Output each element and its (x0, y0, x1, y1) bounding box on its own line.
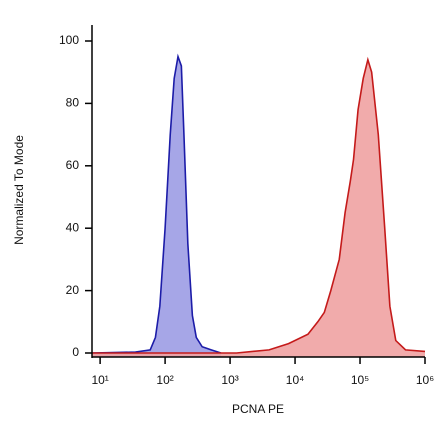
y-tick-label: 20 (66, 283, 80, 297)
x-axis-label: PCNA PE (232, 402, 284, 416)
y-tick-label: 40 (66, 220, 80, 234)
x-tick-label: 10⁵ (351, 373, 369, 387)
x-tick-label: 10² (156, 373, 173, 387)
y-tick-label: 60 (66, 158, 80, 172)
x-tick-label: 10⁶ (416, 373, 434, 387)
x-tick-label: 10³ (221, 373, 238, 387)
x-tick-label: 10⁴ (286, 373, 305, 387)
histogram-area (92, 56, 221, 357)
x-tick-label: 10¹ (91, 373, 108, 387)
histogram-area (92, 59, 425, 357)
y-tick-label: 80 (66, 96, 80, 110)
y-tick-label: 0 (72, 345, 79, 359)
histogram-line (92, 56, 426, 354)
y-tick-label: 100 (59, 33, 79, 47)
histogram-line (91, 53, 222, 354)
y-axis-label: Normalized To Mode (12, 135, 26, 245)
